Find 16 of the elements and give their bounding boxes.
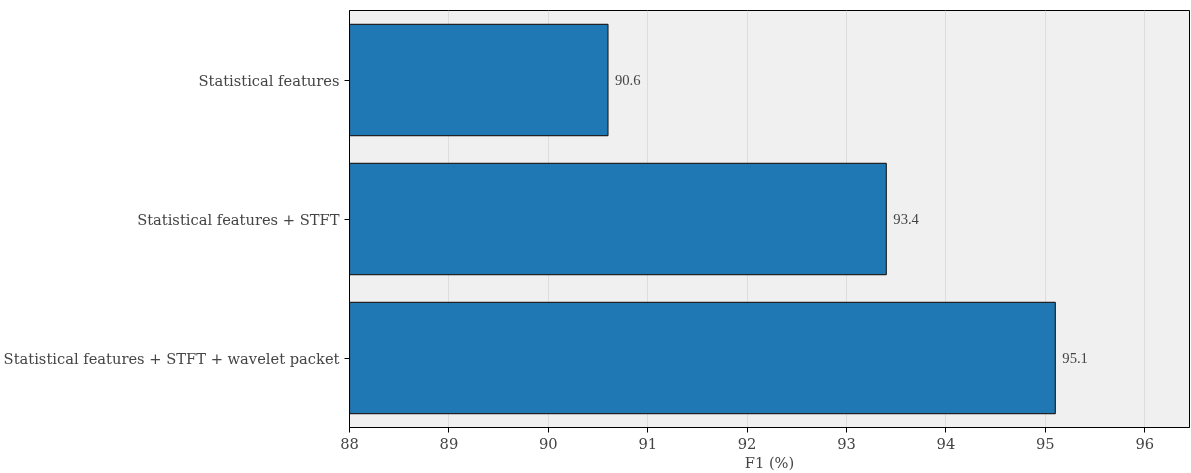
x-axis-title: F1 (%) <box>744 453 795 471</box>
x-tick-label: 95 <box>1036 434 1055 452</box>
x-tick-label: 94 <box>936 434 956 452</box>
x-tick-label: 89 <box>439 434 459 452</box>
data-label: 90.6 <box>614 72 641 88</box>
x-tick-label: 91 <box>638 434 658 452</box>
x-tick-label: 96 <box>1135 434 1155 452</box>
y-tick-label: Statistical features + STFT <box>137 210 340 228</box>
x-tick-label: 90 <box>538 434 558 452</box>
y-tick-label: Statistical features + STFT + wavelet packet <box>3 349 340 367</box>
x-tick-label: 88 <box>340 434 359 452</box>
data-label: 95.1 <box>1062 350 1088 366</box>
y-tick-label: Statistical features <box>198 71 340 89</box>
x-tick-label: 93 <box>837 434 856 452</box>
data-label: 93.4 <box>893 211 920 227</box>
x-tick-label: 92 <box>737 434 757 452</box>
